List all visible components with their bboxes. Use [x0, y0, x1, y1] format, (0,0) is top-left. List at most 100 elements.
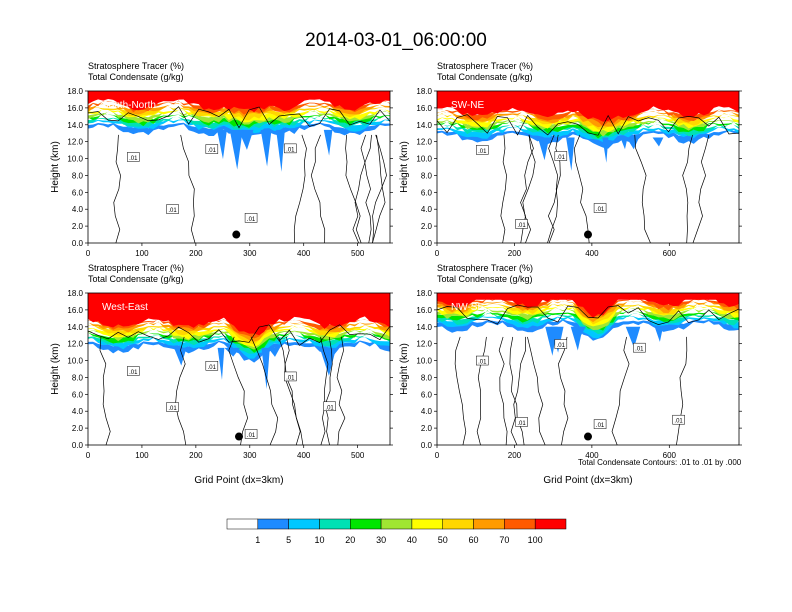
- x-tick-label: 400: [297, 249, 311, 258]
- figure-title: 2014-03-01_06:00:00: [305, 30, 487, 51]
- x-tick-label: 100: [135, 249, 149, 258]
- tracer-band: [437, 126, 739, 143]
- y-tick-label: 6.0: [421, 390, 433, 399]
- contour-line: [352, 134, 372, 243]
- colorbar-swatch: [350, 518, 382, 530]
- svg-text:.01: .01: [247, 433, 256, 439]
- y-tick-label: 18.0: [416, 289, 432, 298]
- x-axis-label: Grid Point (dx=3km): [194, 475, 283, 486]
- y-axis-label: Height (km): [50, 343, 61, 395]
- x-tick-label: 400: [585, 451, 599, 460]
- panel-header-line: Stratosphere Tracer (%): [88, 263, 184, 273]
- tracer-plume: [323, 129, 333, 156]
- x-tick-label: 200: [189, 451, 203, 460]
- contour-note: Total Condensate Contours: .01 to .01 by…: [578, 458, 742, 467]
- contour-line: [634, 134, 651, 243]
- tracer-plume: [602, 137, 609, 163]
- y-tick-label: 8.0: [421, 171, 433, 180]
- panel-header-line: Stratosphere Tracer (%): [88, 61, 184, 71]
- contour-line: [498, 336, 508, 445]
- x-tick-label: 300: [243, 451, 257, 460]
- plot-area: .01 .01 .01 .01 SW-NE: [437, 91, 739, 243]
- y-tick-label: 10.0: [67, 155, 83, 164]
- panel-label: South-North: [102, 100, 156, 111]
- contour-line: [180, 134, 196, 243]
- colorbar-label: 20: [345, 535, 355, 545]
- y-tick-label: 8.0: [72, 373, 84, 382]
- contour-line: [509, 336, 525, 445]
- tracer-top: [88, 293, 390, 300]
- x-tick-label: 0: [86, 249, 91, 258]
- colorbar-label: 50: [438, 535, 448, 545]
- y-tick-label: 4.0: [421, 205, 433, 214]
- x-tick-label: 500: [351, 451, 365, 460]
- contour-line: [175, 336, 187, 445]
- tracer-plume: [625, 326, 641, 348]
- contour-line: [320, 336, 333, 445]
- tracer-band: [437, 121, 739, 139]
- contour-label: .01: [166, 204, 179, 214]
- contour-label: .01: [127, 366, 140, 376]
- y-tick-label: 6.0: [72, 188, 84, 197]
- svg-text:.01: .01: [208, 365, 217, 371]
- tracer-plume: [654, 326, 664, 342]
- colorbar-swatch: [442, 518, 474, 530]
- svg-text:.01: .01: [286, 147, 295, 153]
- contour-line-top: [437, 304, 739, 325]
- x-tick-label: 200: [508, 451, 522, 460]
- y-tick-label: 8.0: [72, 171, 84, 180]
- panel-label: SW-NE: [451, 100, 484, 111]
- y-tick-label: 16.0: [416, 306, 432, 315]
- y-tick-label: 2.0: [421, 222, 433, 231]
- tracer-top: [437, 91, 739, 98]
- contour-label: .01: [593, 203, 607, 213]
- contour-label: .01: [554, 151, 568, 161]
- contour-line: [293, 134, 307, 243]
- tracer-plume: [261, 347, 270, 390]
- tracer-plume: [572, 326, 586, 338]
- y-tick-label: 10.0: [67, 357, 83, 366]
- contour-line: [320, 336, 330, 445]
- y-tick-label: 8.0: [421, 373, 433, 382]
- location-marker: [232, 230, 241, 239]
- x-tick-label: 200: [189, 249, 203, 258]
- contour-line: [228, 336, 249, 445]
- y-tick-label: 4.0: [72, 205, 84, 214]
- contour-label: .01: [515, 219, 528, 229]
- colorbar-label: 100: [528, 535, 543, 545]
- tracer-plume: [217, 129, 227, 160]
- colorbar-label: 30: [376, 535, 386, 545]
- contour-line: [113, 134, 121, 243]
- x-tick-label: 500: [351, 249, 365, 258]
- contour-line: [454, 336, 467, 445]
- contour-line: [676, 336, 688, 445]
- plot-area: .01 .01 .01 .01 .01 South-North: [88, 91, 390, 243]
- y-axis-label: Height (km): [399, 141, 410, 193]
- contour-line: [336, 336, 346, 445]
- tracer-band: [88, 340, 390, 363]
- x-tick-label: 300: [243, 249, 257, 258]
- colorbar-swatch: [380, 518, 413, 530]
- svg-text:.01: .01: [286, 375, 295, 381]
- tracer-plume: [566, 137, 575, 171]
- colorbar-swatch: [504, 518, 536, 530]
- y-tick-label: 12.0: [67, 340, 83, 349]
- x-tick-label: 0: [435, 249, 440, 258]
- y-tick-label: 4.0: [421, 407, 433, 416]
- contour-label: .01: [554, 339, 568, 349]
- contour-label: .01: [166, 402, 179, 412]
- contour-line: [99, 336, 111, 445]
- y-tick-label: 2.0: [72, 222, 84, 231]
- tracer-band: [437, 130, 739, 149]
- colorbar-label: 60: [469, 535, 479, 545]
- tracer-plume: [174, 347, 187, 366]
- plot-frame: [436, 292, 740, 446]
- colorbar-swatch: [288, 518, 320, 530]
- y-axis-label: Height (km): [50, 141, 61, 193]
- tracer-plume: [238, 129, 254, 150]
- tracer-band: [88, 103, 390, 118]
- contour-line-top: [88, 324, 390, 346]
- contour-line: [682, 134, 693, 243]
- plot-frame: [436, 90, 740, 244]
- contour-line-top: [437, 114, 739, 136]
